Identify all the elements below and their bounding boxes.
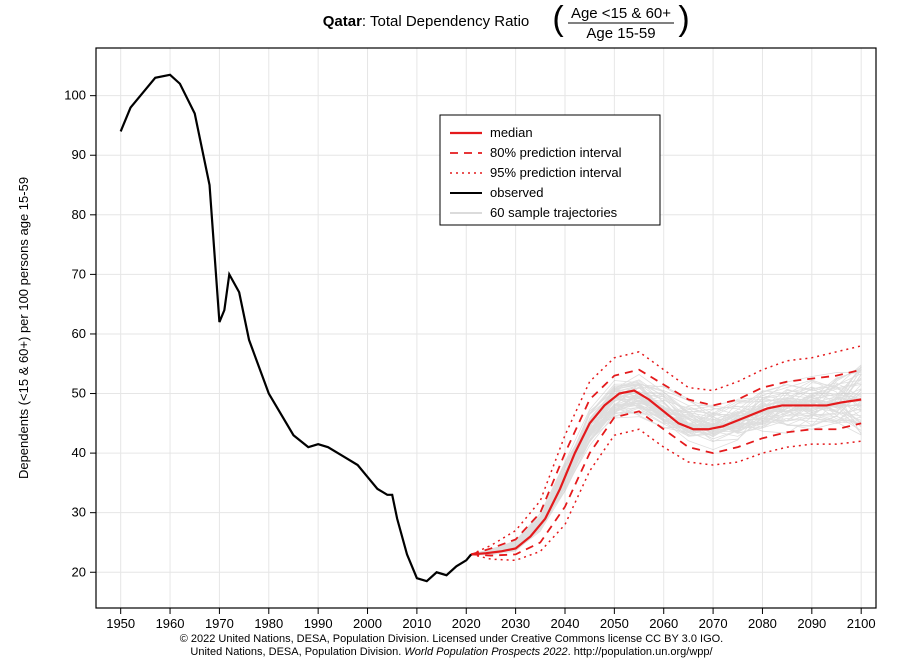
y-tick-label: 90 (72, 147, 86, 162)
x-tick-label: 1980 (254, 616, 283, 631)
x-tick-label: 2020 (452, 616, 481, 631)
x-tick-label: 1960 (156, 616, 185, 631)
x-tick-label: 1950 (106, 616, 135, 631)
title-frac-top: Age <15 & 60+ (571, 5, 671, 22)
title-prefix: : Total Dependency Ratio (362, 13, 529, 30)
y-tick-label: 50 (72, 386, 86, 401)
y-tick-label: 30 (72, 505, 86, 520)
legend-item-label: 60 sample trajectories (490, 205, 618, 220)
title-country: Qatar (323, 13, 362, 30)
x-tick-label: 2000 (353, 616, 382, 631)
x-tick-label: 2030 (501, 616, 530, 631)
x-tick-label: 2070 (699, 616, 728, 631)
x-tick-label: 2060 (649, 616, 678, 631)
paren-right-icon: ) (678, 0, 689, 38)
svg-text:Qatar: Total Dependency Ratio: Qatar: Total Dependency Ratio (323, 13, 530, 30)
y-tick-label: 80 (72, 207, 86, 222)
legend-item-label: 80% prediction interval (490, 145, 622, 160)
legend-item-label: 95% prediction interval (490, 165, 622, 180)
legend-item-label: median (490, 125, 533, 140)
y-tick-label: 20 (72, 564, 86, 579)
paren-left-icon: ( (552, 0, 564, 38)
y-axis-label: Dependents (<15 & 60+) per 100 persons a… (16, 177, 31, 479)
y-tick-label: 70 (72, 266, 86, 281)
x-tick-label: 2050 (600, 616, 629, 631)
x-tick-label: 1990 (304, 616, 333, 631)
x-tick-label: 2010 (402, 616, 431, 631)
x-tick-label: 2090 (797, 616, 826, 631)
x-tick-label: 2100 (847, 616, 876, 631)
legend-item-label: observed (490, 185, 543, 200)
caption-line-2: United Nations, DESA, Population Divisio… (190, 646, 713, 658)
y-tick-label: 60 (72, 326, 86, 341)
legend: median 80% prediction interval 95% predict… (440, 115, 660, 225)
x-tick-label: 2040 (551, 616, 580, 631)
title-frac-bot: Age 15-59 (586, 25, 655, 42)
x-tick-label: 2080 (748, 616, 777, 631)
y-tick-label: 40 (72, 445, 86, 460)
dependency-ratio-chart: 1950196019701980199020002010202020302040… (0, 0, 903, 670)
caption-line-1: © 2022 United Nations, DESA, Population … (180, 633, 724, 645)
x-tick-label: 1970 (205, 616, 234, 631)
y-tick-label: 100 (64, 88, 86, 103)
